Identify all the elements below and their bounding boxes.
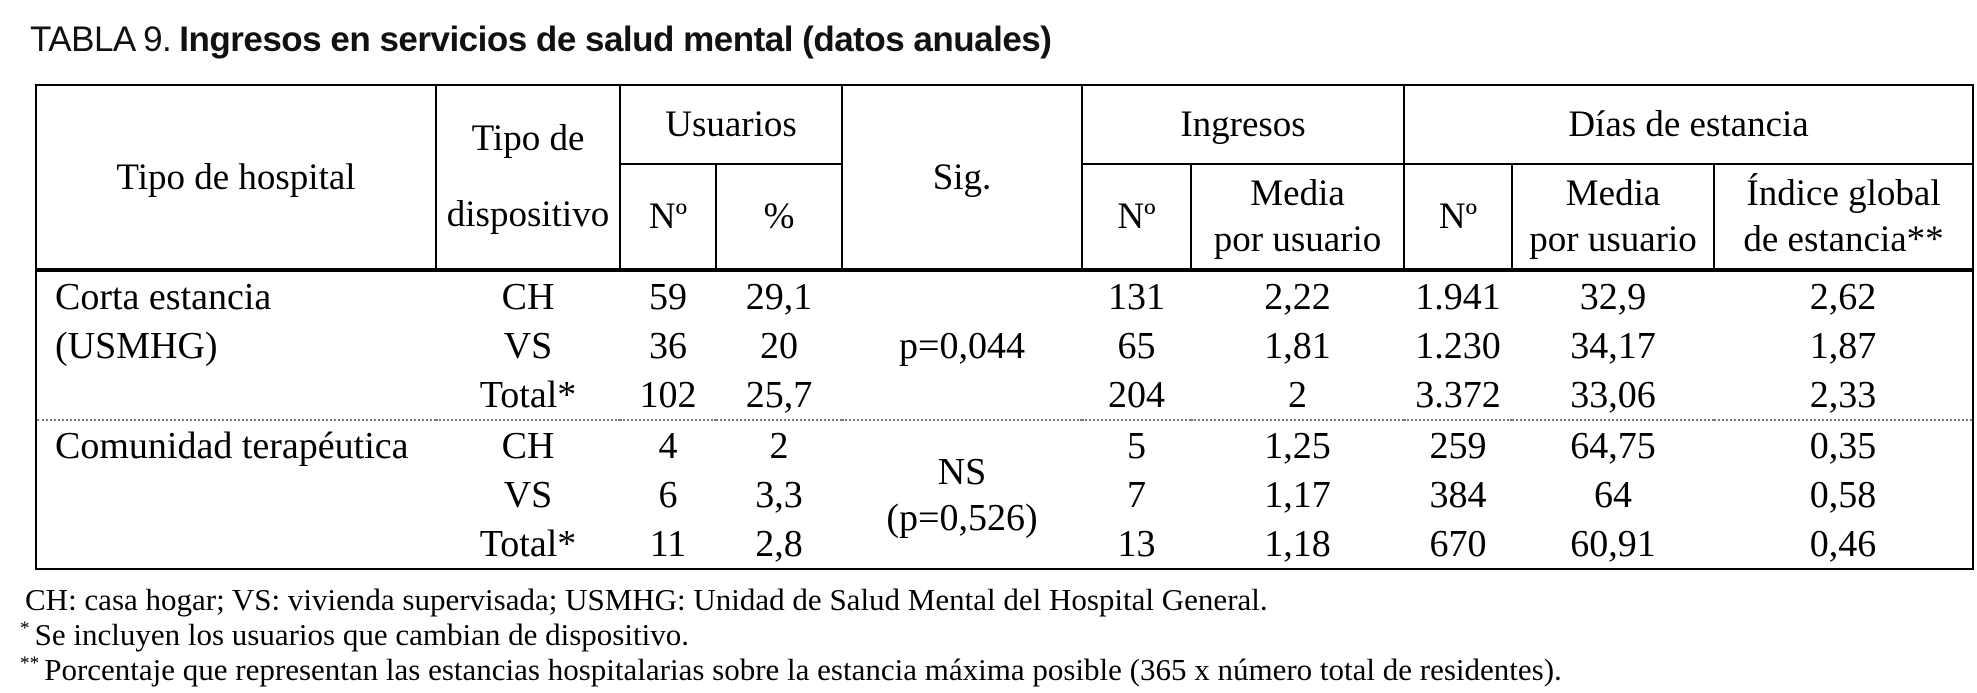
- col-header-sig: Sig.: [841, 84, 1084, 272]
- col-header-tipo-hospital: Tipo de hospital: [35, 84, 437, 272]
- cell-hospital: [36, 519, 436, 569]
- cell-indice: 2,62: [1809, 275, 1877, 318]
- col-header-ingresos-n: Nº: [1081, 163, 1193, 272]
- cell-users-pct: 29,1: [745, 275, 813, 318]
- cell-sig-corta-estancia: p=0,044: [899, 324, 1025, 367]
- cell-ingresos-n: 131: [1108, 275, 1166, 318]
- cell-ingresos-media: 1,25: [1191, 419, 1405, 470]
- cell-users-n: 102: [639, 373, 697, 416]
- cell-users-pct: 2: [716, 419, 843, 470]
- table-row: (USMHG) VS 36 20 65 1,81 1.230 34,17 1,8…: [36, 321, 1973, 370]
- cell-dias-media: 33,06: [1570, 373, 1656, 416]
- footnote-abbreviations: CH: casa hogar; VS: vivienda supervisada…: [20, 582, 1977, 617]
- cell-dias-media: 34,17: [1570, 324, 1656, 367]
- cell-dias-n: 670: [1429, 522, 1487, 565]
- cell-dias-media: 32,9: [1579, 275, 1647, 318]
- cell-device: CH: [436, 419, 620, 470]
- table-title: TABLA 9. Ingresos en servicios de salud m…: [30, 20, 1977, 60]
- cell-dias-media: 64: [1594, 473, 1633, 516]
- cell-device: Total*: [479, 522, 577, 565]
- cell-ingresos-media: 1,81: [1264, 324, 1331, 367]
- cell-ingresos-media: 1,18: [1264, 522, 1331, 565]
- cell-dias-n: 1.941: [1415, 275, 1501, 318]
- cell-dias-n: 384: [1429, 473, 1487, 516]
- cell-ingresos-n: 65: [1117, 324, 1156, 367]
- cell-device: CH: [501, 275, 555, 318]
- footnote-text: Se incluyen los usuarios que cambian de …: [34, 617, 689, 652]
- col-header-dias-media: Media por usuario: [1511, 163, 1716, 272]
- group-header-ingresos: Ingresos: [1081, 84, 1406, 165]
- cell-indice: 0,35: [1714, 419, 1974, 470]
- cell-dias-n: 1.230: [1415, 324, 1501, 367]
- footnotes: CH: casa hogar; VS: vivienda supervisada…: [20, 582, 1977, 687]
- table-title-text: Ingresos en servicios de salud mental (d…: [179, 20, 1052, 59]
- cell-users-pct: 25,7: [745, 373, 813, 416]
- col-header-usuarios-pct: %: [714, 163, 844, 272]
- cell-device: VS: [503, 324, 553, 367]
- table-row: Comunidad terapéutica CH 4 2 NS (p=0,526…: [36, 419, 1974, 569]
- cell-dias-n: 3.372: [1415, 373, 1501, 416]
- cell-hospital: Comunidad terapéutica: [36, 419, 436, 470]
- cell-dias-n: 259: [1404, 419, 1513, 470]
- cell-ingresos-n: 5: [1082, 419, 1192, 470]
- footnote-text: Porcentaje que representan las estancias…: [44, 652, 1562, 687]
- table-row: Corta estancia CH 59 29,1 p=0,044 131 2,…: [36, 270, 1973, 367]
- cell-ingresos-media: 1,17: [1264, 473, 1331, 516]
- footnote-text: CH: casa hogar; VS: vivienda supervisada…: [25, 582, 1268, 617]
- cell-ingresos-n: 7: [1127, 473, 1147, 516]
- cell-device: Total*: [479, 373, 577, 416]
- cell-dias-media: 64,75: [1512, 419, 1715, 470]
- table-number-label: TABLA 9.: [30, 20, 172, 59]
- cell-indice: 1,87: [1809, 324, 1877, 367]
- cell-users-n: 11: [649, 522, 687, 565]
- cell-indice: 2,33: [1809, 373, 1877, 416]
- table-row: VS 6 3,3 7 1,17 384 64 0,58: [36, 470, 1973, 519]
- cell-dias-media: 60,91: [1570, 522, 1656, 565]
- cell-device: VS: [503, 473, 553, 516]
- cell-users-n: 6: [658, 473, 678, 516]
- col-header-dias-n: Nº: [1403, 163, 1514, 272]
- cell-indice: 0,46: [1809, 522, 1877, 565]
- col-header-usuarios-n: Nº: [619, 163, 717, 272]
- col-header-ingresos-media: Media por usuario: [1190, 163, 1406, 272]
- cell-sig-comunidad-terapeutica: NS (p=0,526): [842, 419, 1083, 569]
- cell-hospital: [36, 470, 436, 519]
- table-row: Total* 102 25,7 204 2 3.372 33,06 2,33: [36, 370, 1973, 420]
- footnote-asterisk: * Se incluyen los usuarios que cambian de…: [20, 617, 1977, 652]
- cell-users-n: 59: [649, 275, 687, 318]
- cell-ingresos-n: 13: [1117, 522, 1156, 565]
- cell-users-n: 4: [620, 419, 716, 470]
- cell-users-pct: 3,3: [755, 473, 803, 516]
- table-header: Tipo de hospital Tipo de dispositivo Usu…: [35, 84, 1975, 272]
- cell-ingresos-n: 204: [1108, 373, 1166, 416]
- table-body: Corta estancia CH 59 29,1 p=0,044 131 2,…: [36, 270, 1974, 569]
- cell-hospital: (USMHG): [55, 324, 218, 367]
- group-header-usuarios: Usuarios: [618, 84, 844, 165]
- cell-ingresos-media: 2: [1288, 373, 1308, 416]
- cell-hospital: Corta estancia: [55, 275, 272, 318]
- cell-hospital: [36, 370, 436, 420]
- footnote-marker: *: [20, 617, 30, 639]
- cell-ingresos-media: 2,22: [1264, 275, 1331, 318]
- footnote-double-asterisk: ** Porcentaje que representan las estanci…: [20, 652, 1977, 687]
- cell-users-n: 36: [649, 324, 687, 367]
- table-row: Total* 11 2,8 13 1,18 670 60,91 0,46: [36, 519, 1973, 569]
- cell-users-pct: 2,8: [755, 522, 803, 565]
- ingresos-table: Tipo de hospital Tipo de dispositivo Usu…: [35, 84, 1975, 570]
- cell-indice: 0,58: [1809, 473, 1877, 516]
- footnote-marker: **: [20, 652, 40, 674]
- cell-users-pct: 20: [760, 324, 798, 367]
- group-header-dias-estancia: Días de estancia: [1403, 84, 1975, 165]
- col-header-indice-global: Índice global de estancia**: [1713, 163, 1975, 272]
- col-header-tipo-dispositivo: Tipo de dispositivo: [435, 84, 621, 272]
